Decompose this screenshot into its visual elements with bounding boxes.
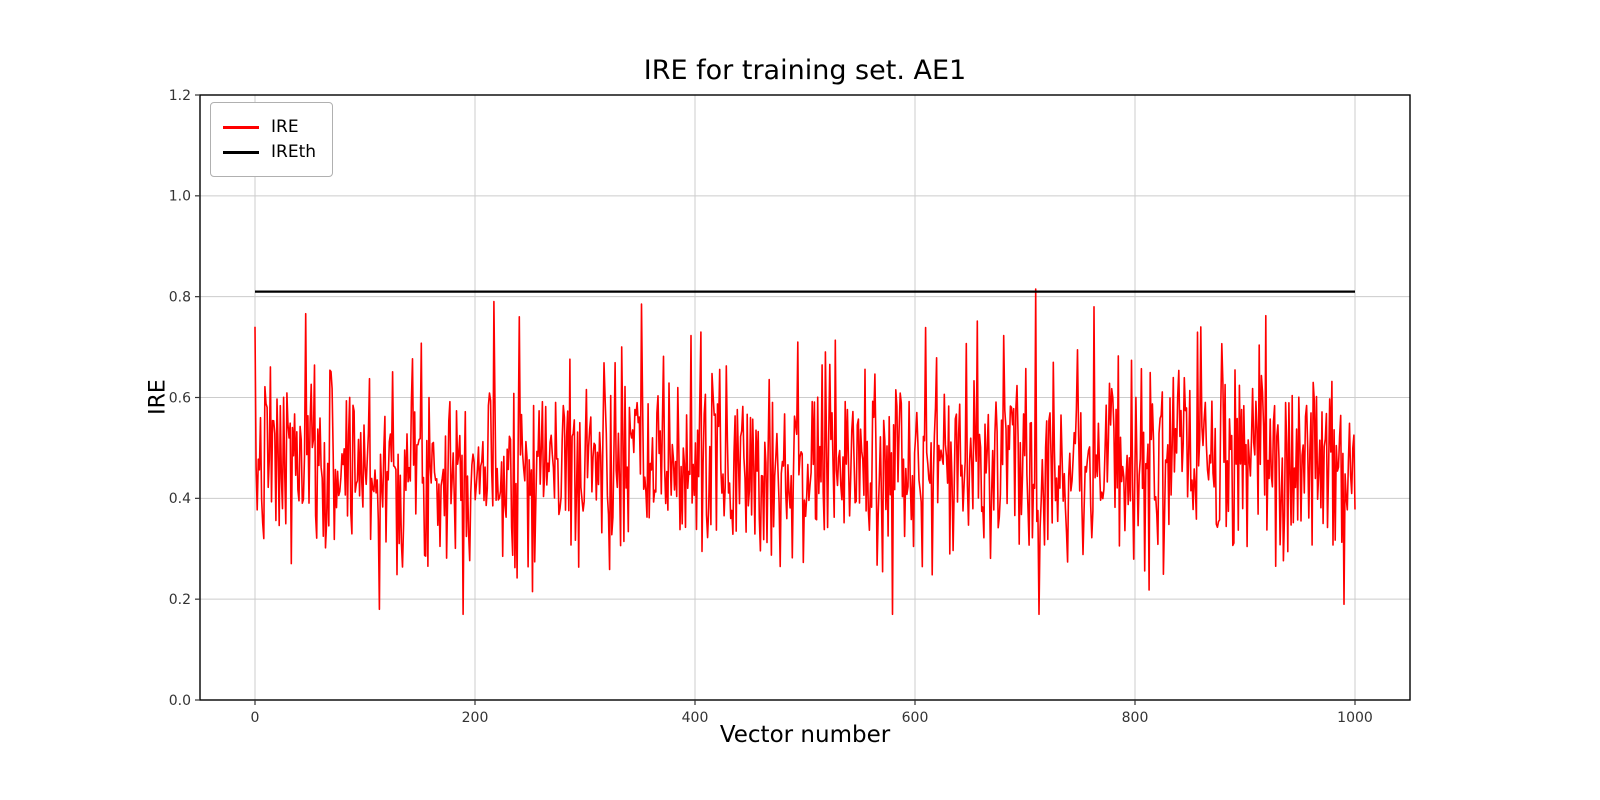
legend-line-swatch-ire [223, 125, 259, 129]
svg-text:0.8: 0.8 [169, 290, 191, 306]
svg-text:1.0: 1.0 [169, 189, 191, 205]
legend-label-ire: IRE [271, 117, 299, 137]
svg-text:600: 600 [902, 710, 929, 726]
legend-label-ireth: IREth [271, 142, 317, 162]
svg-text:0.4: 0.4 [169, 491, 191, 507]
legend-item-ireth: IREth [223, 142, 316, 162]
svg-text:0.6: 0.6 [169, 390, 191, 406]
svg-text:0: 0 [251, 710, 260, 726]
svg-text:400: 400 [682, 710, 709, 726]
legend-line-swatch-ireth [223, 150, 259, 154]
chart-title: IRE for training set. AE1 [643, 55, 967, 86]
legend: IRE IREth [210, 102, 334, 177]
legend-item-ire: IRE [223, 117, 316, 137]
svg-text:1.2: 1.2 [169, 88, 191, 104]
svg-text:1000: 1000 [1337, 710, 1373, 726]
svg-text:800: 800 [1122, 710, 1149, 726]
svg-text:0.2: 0.2 [169, 592, 191, 608]
svg-text:0.0: 0.0 [169, 693, 191, 709]
x-axis-label: Vector number [719, 722, 891, 748]
y-axis-label: IRE [145, 379, 171, 415]
svg-text:200: 200 [462, 710, 489, 726]
